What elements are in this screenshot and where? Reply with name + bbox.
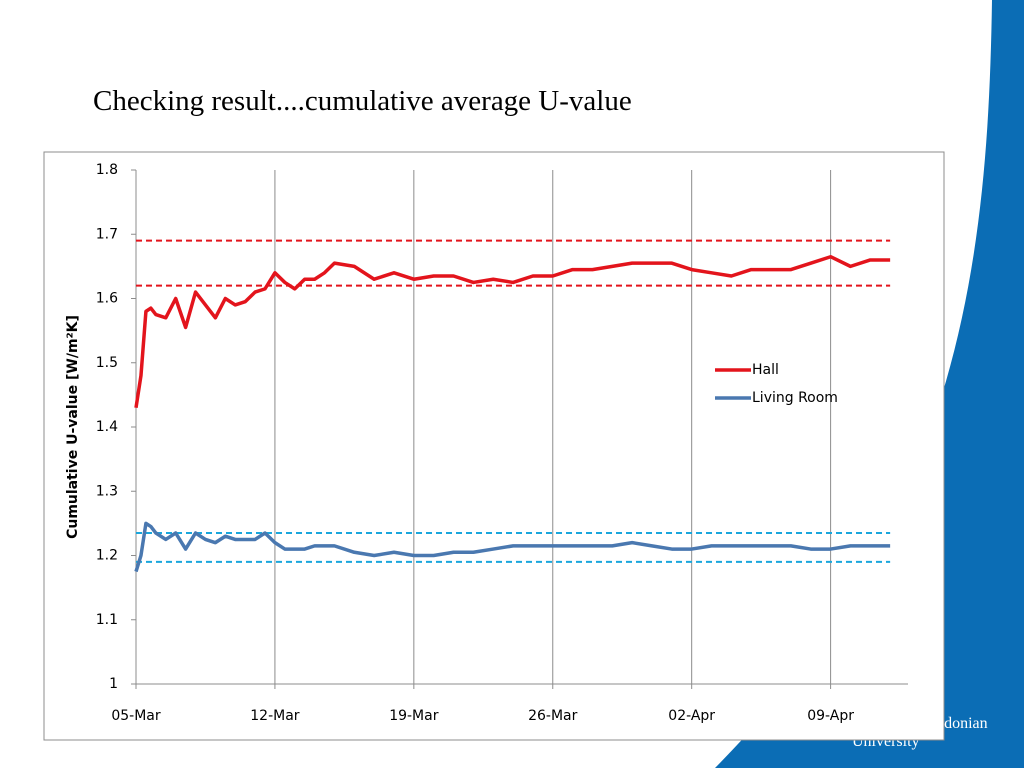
y-tick-label: 1.8 <box>96 162 118 178</box>
x-tick-label: 12-Mar <box>250 708 300 724</box>
x-tick-label: 26-Mar <box>528 708 578 724</box>
y-tick-label: 1.7 <box>96 226 118 242</box>
y-tick-label: 1.6 <box>96 291 118 307</box>
legend-label: Hall <box>752 362 779 378</box>
chart: 05-Mar 12-Mar 19-Mar 26-Mar 02-Apr 09-Apr 1 1.1… <box>65 162 908 724</box>
y-tick-label: 1.4 <box>96 419 118 435</box>
y-axis-label: Cumulative U-value [W/m²K] <box>65 315 81 539</box>
x-tick-label: 19-Mar <box>389 708 439 724</box>
x-tick-label: 09-Apr <box>807 708 854 724</box>
decor-band <box>715 0 1024 768</box>
x-tick-label: 02-Apr <box>668 708 715 724</box>
y-tick-label: 1.1 <box>96 612 118 628</box>
y-tick-label: 1.2 <box>96 548 118 564</box>
data-line <box>134 521 891 573</box>
slide-title: Checking result....cumulative average U-… <box>93 85 632 117</box>
legend-label: Living Room <box>752 390 838 406</box>
y-tick-label: 1 <box>109 676 118 692</box>
data-line <box>134 254 891 408</box>
y-tick-label: 1.3 <box>96 483 118 499</box>
x-tick-label: 05-Mar <box>111 708 161 724</box>
chart-frame <box>43 151 945 741</box>
logo-text: edonian <box>937 715 988 732</box>
y-tick-label: 1.5 <box>96 355 118 371</box>
